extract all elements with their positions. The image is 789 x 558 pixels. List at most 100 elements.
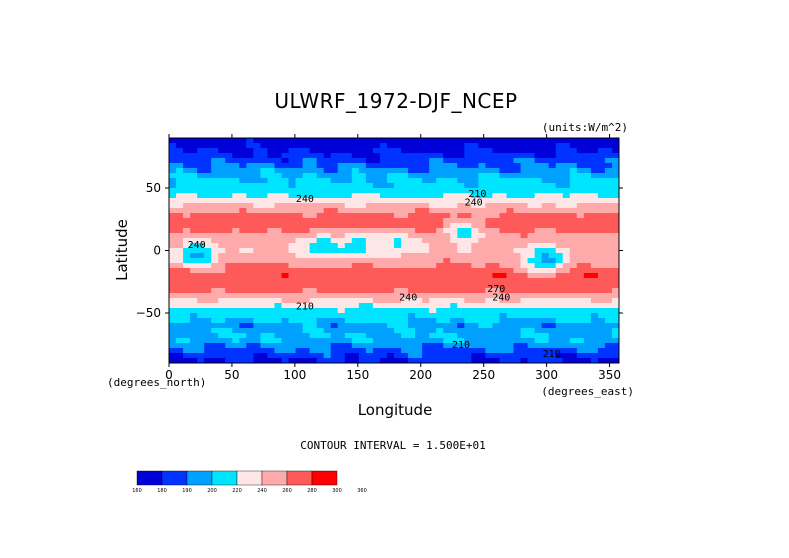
heatmap-cell <box>281 238 290 244</box>
heatmap-cell <box>576 298 585 304</box>
heatmap-cell <box>344 198 353 204</box>
heatmap-cell <box>365 293 374 299</box>
heatmap-cell <box>281 203 290 209</box>
heatmap-cell <box>464 198 472 204</box>
heatmap-cell <box>506 233 515 239</box>
heatmap-cell <box>478 178 487 184</box>
heatmap-cell <box>499 313 508 319</box>
heatmap-cell <box>590 233 599 239</box>
heatmap-cell <box>576 323 585 329</box>
heatmap-cell <box>485 253 494 259</box>
heatmap-cell <box>288 243 297 249</box>
heatmap-cell <box>225 283 233 289</box>
heatmap-cell <box>464 323 472 329</box>
heatmap-cell <box>288 303 297 309</box>
heatmap-cell <box>218 248 226 254</box>
heatmap-cell <box>344 343 353 349</box>
heatmap-cell <box>506 138 515 144</box>
colorbar-swatch <box>136 470 163 486</box>
heatmap-cell <box>232 288 240 294</box>
heatmap-cell <box>506 313 515 319</box>
heatmap-cell <box>408 318 416 324</box>
heatmap-cell <box>443 193 451 199</box>
heatmap-cell <box>436 283 444 289</box>
heatmap-cell <box>569 148 578 154</box>
heatmap-cell <box>260 203 269 209</box>
heatmap-cell <box>555 268 564 274</box>
heatmap-cell <box>415 283 423 289</box>
heatmap-cell <box>232 233 240 239</box>
heatmap-cell <box>274 158 283 164</box>
heatmap-cell <box>408 293 416 299</box>
heatmap-cell <box>365 188 374 194</box>
heatmap-cell <box>569 293 578 299</box>
heatmap-cell <box>281 168 290 174</box>
heatmap-cell <box>239 273 247 279</box>
heatmap-cell <box>569 348 578 354</box>
heatmap-cell <box>274 263 283 269</box>
heatmap-cell <box>548 283 557 289</box>
heatmap-cell <box>190 353 198 359</box>
heatmap-cell <box>422 153 430 159</box>
heatmap-cell <box>485 213 494 219</box>
heatmap-cell <box>246 338 254 344</box>
heatmap-cell <box>274 213 283 219</box>
heatmap-cell <box>281 278 290 284</box>
heatmap-cell <box>597 328 606 334</box>
heatmap-cell <box>330 158 339 164</box>
heatmap-cell <box>499 193 508 199</box>
heatmap-cell <box>597 173 606 179</box>
heatmap-cell <box>379 258 388 264</box>
heatmap-cell <box>281 343 290 349</box>
heatmap-cell <box>576 193 585 199</box>
heatmap-cell <box>295 298 304 304</box>
heatmap-cell <box>604 328 613 334</box>
heatmap-cell <box>302 333 311 339</box>
heatmap-cell <box>176 353 184 359</box>
heatmap-cell <box>183 258 191 264</box>
heatmap-cell <box>471 218 479 224</box>
heatmap-cell <box>379 213 388 219</box>
heatmap-cell <box>527 153 536 159</box>
heatmap-cell <box>302 353 311 359</box>
heatmap-cell <box>401 263 409 269</box>
heatmap-cell <box>176 258 184 264</box>
heatmap-cell <box>583 158 592 164</box>
heatmap-cell <box>576 263 585 269</box>
heatmap-cell <box>499 318 508 324</box>
heatmap-cell <box>436 303 444 309</box>
heatmap-cell <box>295 308 304 314</box>
heatmap-cell <box>604 178 613 184</box>
heatmap-cell <box>330 223 339 229</box>
heatmap-cell <box>239 153 247 159</box>
heatmap-cell <box>197 288 205 294</box>
heatmap-cell <box>190 198 198 204</box>
heatmap-cell <box>394 323 402 329</box>
heatmap-cell <box>239 193 247 199</box>
heatmap-cell <box>288 288 297 294</box>
heatmap-cell <box>204 148 212 154</box>
heatmap-cell <box>267 208 276 214</box>
heatmap-cell <box>358 243 367 249</box>
heatmap-cell <box>457 213 465 219</box>
heatmap-cell <box>190 193 198 199</box>
heatmap-cell <box>604 253 613 259</box>
heatmap-cell <box>485 178 494 184</box>
heatmap-cell <box>450 233 458 239</box>
heatmap-cell <box>176 233 184 239</box>
heatmap-cell <box>534 203 543 209</box>
heatmap-cell <box>401 158 409 164</box>
heatmap-cell <box>450 168 458 174</box>
heatmap-cell <box>541 353 550 359</box>
heatmap-cell <box>562 158 571 164</box>
heatmap-cell <box>386 268 395 274</box>
heatmap-cell <box>394 358 402 363</box>
heatmap-cell <box>534 343 543 349</box>
heatmap-cell <box>197 148 205 154</box>
heatmap-cell <box>239 293 247 299</box>
heatmap-cell <box>232 333 240 339</box>
heatmap-cell <box>204 183 212 189</box>
heatmap-cell <box>295 303 304 309</box>
heatmap-cell <box>506 258 515 264</box>
heatmap-cell <box>499 248 508 254</box>
